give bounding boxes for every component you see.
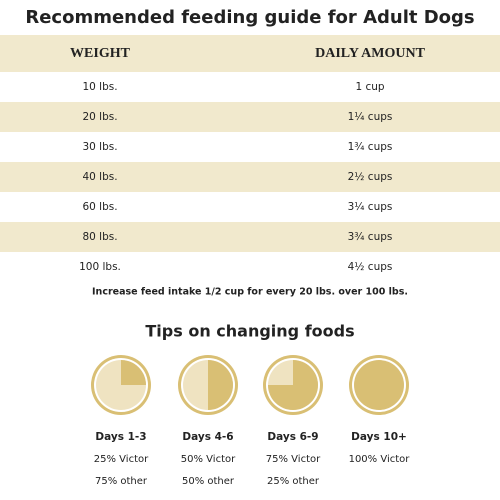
note: Increase feed intake 1/2 cup for every 2… (92, 287, 408, 298)
pie-icon (263, 355, 323, 415)
amount-cell: 3¾ cups (348, 231, 393, 243)
tips: Days 1-3 25% Victor 75% other Days 4-6 50% V… (94, 431, 411, 487)
tips-title: Tips on changing foods (145, 322, 354, 341)
feeding-table: WEIGHT DAILY AMOUNT 10 lbs. 1 cup 20 lbs. 1… (0, 35, 500, 273)
tip-line: 25% other (267, 476, 320, 487)
tip-line: 75% other (95, 476, 148, 487)
tip-line: 100% Victor (349, 454, 411, 465)
row-band (0, 162, 500, 192)
tip-line: 50% Victor (181, 454, 236, 465)
tip-line: 25% Victor (94, 454, 149, 465)
weight-cell: 80 lbs. (82, 231, 117, 243)
tip-label: Days 1-3 (95, 431, 146, 443)
title: Recommended feeding guide for Adult Dogs (25, 7, 474, 28)
weight-cell: 60 lbs. (82, 201, 117, 213)
weight-cell: 100 lbs. (79, 261, 121, 273)
pie-icon (349, 355, 409, 415)
row-band (0, 222, 500, 252)
amount-cell: 1 cup (355, 81, 384, 93)
tip-label: Days 10+ (351, 431, 407, 443)
amount-cell: 2½ cups (348, 171, 393, 183)
pie-icons (91, 355, 409, 415)
amount-cell: 4½ cups (348, 261, 393, 273)
row-band (0, 102, 500, 132)
pie-icon (178, 355, 238, 415)
weight-cell: 20 lbs. (82, 111, 117, 123)
weight-cell: 30 lbs. (82, 141, 117, 153)
column-header: DAILY AMOUNT (315, 46, 425, 61)
amount-cell: 3¼ cups (348, 201, 393, 213)
pie-icon (91, 355, 151, 415)
tip-line: 75% Victor (266, 454, 321, 465)
tip-label: Days 6-9 (267, 431, 318, 443)
weight-cell: 10 lbs. (82, 81, 117, 93)
header-row (0, 35, 500, 72)
amount-cell: 1¾ cups (348, 141, 393, 153)
amount-cell: 1¼ cups (348, 111, 393, 123)
weight-cell: 40 lbs. (82, 171, 117, 183)
tip-label: Days 4-6 (182, 431, 233, 443)
tip-line: 50% other (182, 476, 235, 487)
column-header: WEIGHT (70, 46, 131, 61)
